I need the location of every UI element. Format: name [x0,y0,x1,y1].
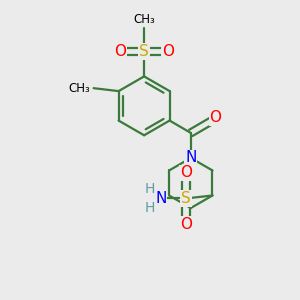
Text: O: O [209,110,221,125]
Text: S: S [181,191,191,206]
Text: O: O [180,217,192,232]
Text: S: S [139,44,149,59]
Text: N: N [155,191,167,206]
Text: H: H [145,201,155,215]
Text: O: O [162,44,174,59]
Text: CH₃: CH₃ [68,82,90,95]
Text: H: H [145,182,155,196]
Text: N: N [185,150,196,165]
Text: O: O [180,165,192,180]
Text: O: O [115,44,127,59]
Text: CH₃: CH₃ [133,13,155,26]
